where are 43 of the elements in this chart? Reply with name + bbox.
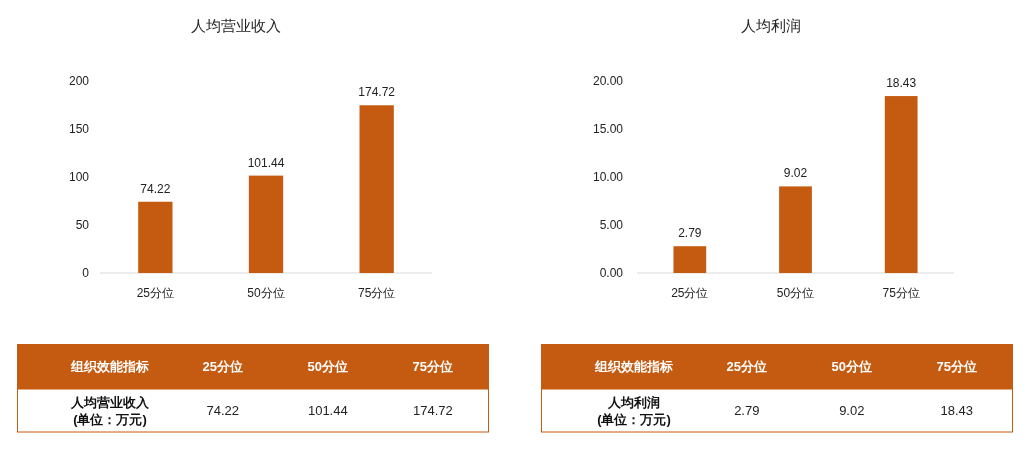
text: 人均利润 (单位：万元) [597,394,671,427]
y-tick-label: 10.00 [592,170,624,184]
y-tick-label: 50 [75,218,90,232]
chart-title: 人均营业收入 [191,17,281,34]
category-label: 75分位 [936,359,978,374]
x-tick-label: 50分位 [247,286,285,300]
y-tick-label: 20.00 [592,74,624,88]
y-tick-label: 150 [68,122,90,136]
x-tick-label: 50分位 [776,286,815,300]
category-label: 25分位 [202,359,244,374]
y-tick-label: 100 [68,170,90,184]
bar [884,96,918,273]
category-label: 25分位 [726,359,768,374]
data-label: 101.44 [247,155,285,170]
y-tick-label: 0 [82,266,90,280]
text: 174.72 [412,403,453,418]
chart-title: 人均利润 [741,17,801,34]
x-tick-label: 25分位 [671,286,709,300]
data-label: 9.02 [783,166,808,181]
y-tick-label: 15.00 [592,122,624,136]
text: 组织效能指标 [69,359,149,374]
text: 2.79 [734,403,760,418]
text: 101.44 [307,403,348,418]
data-label: 2.79 [678,226,702,241]
text: 74.22 [206,403,240,418]
y-tick-label: 0.00 [599,266,624,280]
data-label: 18.43 [886,76,917,91]
x-tick-label: 25分位 [136,286,175,300]
text: 18.43 [940,403,974,418]
x-tick-label: 75分位 [882,286,920,300]
x-tick-label: 75分位 [357,286,396,300]
text: 9.02 [839,403,865,418]
category-label: 50分位 [307,359,349,374]
category-label: 50分位 [831,359,873,374]
text: 人均营业收入 (单位：万元) [69,394,150,427]
y-tick-label: 200 [68,74,90,88]
text: 组织效能指标 [593,359,673,374]
data-label: 174.72 [358,85,396,100]
bar [673,246,707,273]
bar [779,186,812,273]
category-label: 75分位 [412,359,454,374]
data-label: 74.22 [140,181,171,196]
y-tick-label: 5.00 [599,218,624,232]
